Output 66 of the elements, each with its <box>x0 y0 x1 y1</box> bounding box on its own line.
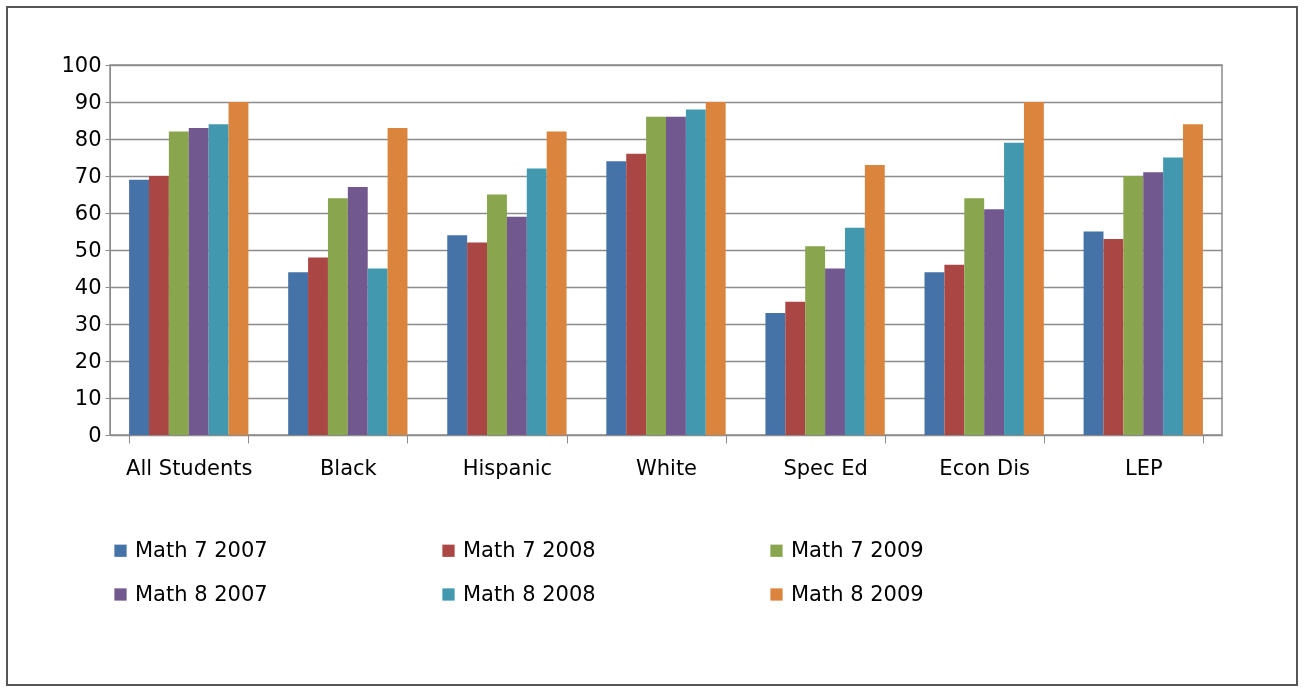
bar <box>168 131 189 435</box>
bar <box>685 109 706 435</box>
x-tick-label: LEP <box>1124 455 1163 480</box>
bar <box>467 242 488 435</box>
bar <box>1183 124 1203 435</box>
x-tick-label: Spec Ed <box>783 455 868 480</box>
y-tick-label: 0 <box>88 422 102 447</box>
bar <box>447 235 468 435</box>
bar <box>825 268 845 435</box>
legend-label: Math 7 2008 <box>463 537 596 562</box>
bar <box>208 124 229 435</box>
bar <box>228 102 249 435</box>
bar <box>327 198 348 435</box>
bar <box>506 216 527 435</box>
bar <box>148 176 169 435</box>
bar <box>308 257 328 435</box>
bar <box>387 127 408 435</box>
y-tick-label: 70 <box>74 163 102 188</box>
x-tick-label: Econ Dis <box>939 455 1030 480</box>
y-tick-label: 80 <box>74 126 102 151</box>
bar <box>984 209 1005 435</box>
bar <box>288 272 309 435</box>
y-tick-label: 40 <box>74 274 102 299</box>
bar <box>964 198 985 435</box>
bar <box>765 312 786 435</box>
x-tick-label: All Students <box>126 455 253 480</box>
legend-label: Math 8 2008 <box>463 581 596 606</box>
bar <box>1163 157 1184 435</box>
bar <box>1103 238 1124 435</box>
y-tick-label: 100 <box>61 52 102 77</box>
bar <box>1123 176 1144 435</box>
bar <box>705 102 726 435</box>
bar <box>546 131 567 435</box>
y-tick-label: 20 <box>74 348 102 373</box>
bar <box>606 161 627 435</box>
bar <box>526 168 547 435</box>
bar <box>666 116 686 435</box>
y-tick-label: 10 <box>74 385 102 410</box>
x-tick-label: Black <box>319 455 378 480</box>
bar <box>785 301 806 435</box>
bar <box>1083 231 1104 435</box>
x-tick-label: Hispanic <box>462 455 553 480</box>
y-tick-label: 50 <box>74 237 102 262</box>
bar <box>805 246 826 435</box>
bar <box>626 153 647 435</box>
bar <box>487 194 507 435</box>
legend-label: Math 8 2007 <box>135 581 268 606</box>
y-tick-label: 30 <box>74 311 102 336</box>
bar <box>646 116 666 435</box>
y-tick-label: 90 <box>74 89 102 114</box>
y-tick-label: 60 <box>74 200 102 225</box>
bar <box>347 187 368 435</box>
bar <box>129 179 149 435</box>
bar <box>944 264 965 435</box>
legend-label: Math 7 2007 <box>135 537 268 562</box>
x-tick-label: White <box>635 455 698 480</box>
bar <box>864 164 885 435</box>
bar <box>924 272 945 435</box>
bar <box>1004 142 1024 435</box>
bar <box>844 227 865 435</box>
bar <box>188 127 209 435</box>
bar <box>367 268 388 435</box>
bar <box>1143 172 1164 435</box>
bar <box>1023 102 1044 435</box>
legend-label: Math 7 2009 <box>791 537 924 562</box>
legend-label: Math 8 2009 <box>791 581 924 606</box>
